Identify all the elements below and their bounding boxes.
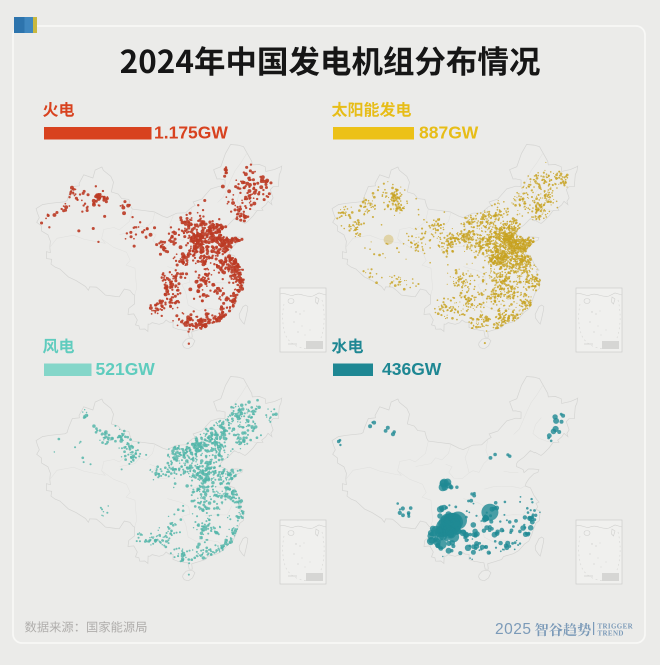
svg-text:436GW: 436GW	[382, 359, 442, 379]
svg-text:1.175GW: 1.175GW	[154, 123, 228, 143]
svg-text:TRIGGER: TRIGGER	[598, 623, 634, 631]
svg-text:TREND: TREND	[598, 630, 624, 638]
svg-text:2025: 2025	[495, 621, 531, 638]
svg-text:521GW: 521GW	[96, 359, 156, 379]
svg-text:887GW: 887GW	[419, 123, 479, 143]
